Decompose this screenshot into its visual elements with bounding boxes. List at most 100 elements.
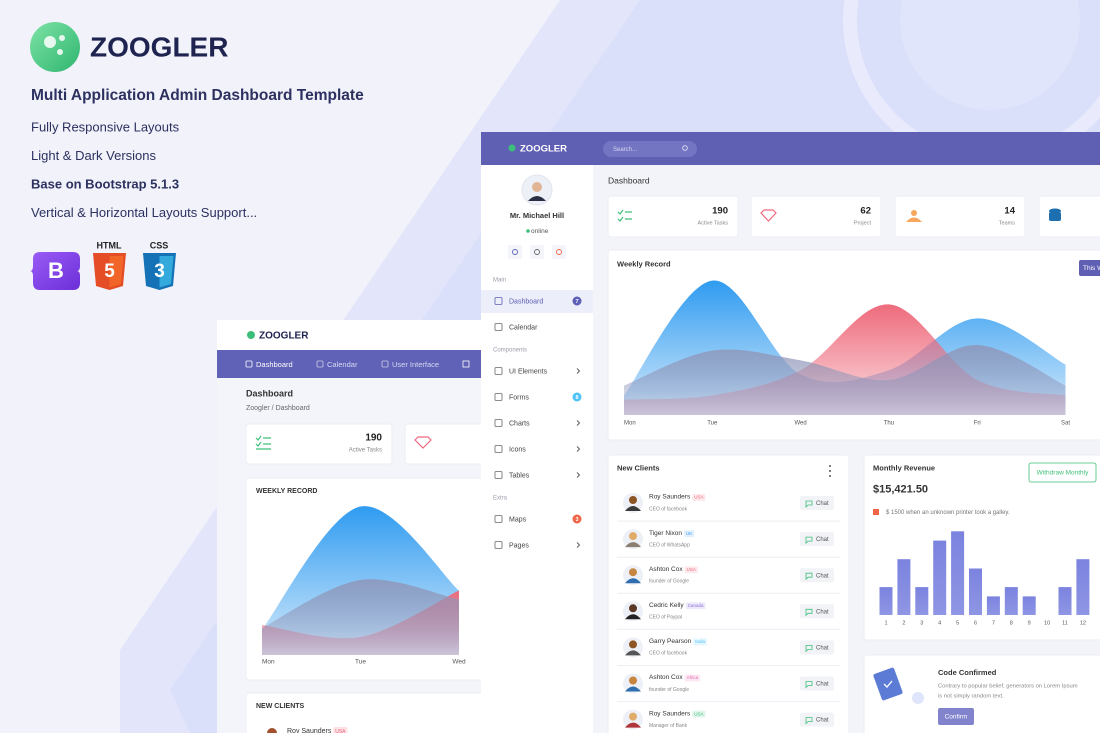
card [245, 692, 481, 733]
menu-item[interactable]: Maps [509, 516, 527, 523]
card [1038, 195, 1100, 238]
chevron [576, 542, 581, 548]
client-name: Ashton Cox [649, 566, 683, 573]
x-tick-label: Wed [794, 421, 806, 427]
icon-button[interactable] [530, 245, 544, 259]
dropdown-label[interactable]: This Week [1083, 265, 1100, 272]
nav-item[interactable]: Dashboard [256, 360, 293, 369]
card [404, 423, 481, 465]
badge [572, 514, 582, 524]
stat-icon [617, 209, 632, 222]
chat-button[interactable] [800, 676, 834, 691]
page-heading: Dashboard [246, 388, 293, 398]
icon [512, 249, 518, 255]
kebab-dot [829, 475, 831, 477]
menu-item[interactable]: Tables [509, 472, 530, 479]
x-tick-label: Mon [624, 421, 636, 427]
chat-button[interactable] [800, 496, 834, 510]
button[interactable] [938, 708, 974, 725]
avatar-body [625, 722, 641, 728]
button-label[interactable]: Confirm [945, 714, 968, 721]
button-label[interactable]: Withdraw Monthly [1037, 470, 1089, 477]
chat-icon [805, 681, 813, 689]
chat-label[interactable]: Chat [816, 573, 829, 579]
chat-button[interactable] [800, 640, 834, 655]
client-role: founder of Google [649, 579, 689, 585]
nav-icon [381, 360, 389, 368]
chevron [576, 420, 581, 426]
menu-item[interactable]: Calendar [509, 324, 538, 331]
icon-button[interactable] [508, 245, 522, 259]
area [624, 344, 1066, 415]
logo-dot [59, 35, 65, 41]
tag: USA [687, 567, 696, 572]
icon [534, 249, 540, 255]
topbar [481, 132, 1100, 165]
chat-label[interactable]: Chat [816, 609, 829, 615]
status-dot [526, 229, 530, 233]
outline-button[interactable] [1028, 462, 1097, 483]
chat-label[interactable]: Chat [816, 645, 829, 651]
promo: ZOOGLER Multi Application Admin Dashboard… [30, 22, 364, 290]
menu-icon [494, 515, 503, 523]
chat-button[interactable] [800, 568, 834, 583]
menu-item[interactable]: Dashboard [509, 298, 543, 305]
html-badge-half [109, 256, 124, 288]
nav-icon [245, 360, 253, 368]
chat-icon [805, 500, 813, 508]
stat-value: 62 [860, 206, 871, 217]
kebab-dot [829, 470, 831, 472]
avatar-body [625, 650, 641, 656]
search-box[interactable] [603, 141, 697, 157]
client-role: CEO of facebook [649, 506, 688, 512]
chat-label[interactable]: Chat [816, 501, 829, 507]
x-tick-label: Sat [1061, 421, 1070, 427]
chat-label[interactable]: Chat [816, 718, 829, 724]
active-item [481, 290, 593, 313]
nav-item[interactable]: Calendar [327, 360, 358, 369]
bar [915, 587, 929, 615]
illustration [873, 667, 903, 701]
stat-icon [906, 217, 922, 222]
bar [1004, 587, 1018, 615]
client-name: Garry Pearson [649, 638, 692, 645]
x-tick-label: 9 [1028, 620, 1031, 626]
menu-item[interactable]: Charts [509, 420, 530, 427]
client-role: CEO of facebook [649, 651, 688, 657]
avatar-face [629, 640, 637, 649]
menu-item[interactable]: Forms [509, 394, 529, 401]
menu-item[interactable]: UI Elements [509, 368, 548, 375]
menu-item[interactable]: Pages [509, 542, 529, 549]
chat-label[interactable]: Chat [816, 682, 829, 688]
nav-item[interactable]: User Interface [392, 360, 439, 369]
x-tick-label: Mon [262, 659, 275, 666]
x-tick-label: 11 [1062, 620, 1068, 626]
badge-glyph: B [48, 258, 64, 283]
page-heading: Dashboard [608, 175, 650, 185]
card-text: Contrary to popular belief, generators o… [938, 684, 1078, 690]
card-title: New Clients [617, 463, 660, 472]
x-tick-label: Tue [355, 659, 366, 666]
bar [879, 587, 893, 615]
tag-bg [692, 710, 706, 718]
icon-button[interactable] [552, 245, 566, 259]
dropdown[interactable] [1079, 260, 1100, 276]
avatar-body [625, 578, 641, 584]
search-placeholder: Search... [613, 147, 637, 153]
chat-button[interactable] [800, 604, 834, 619]
client-role: Manager of Bank [649, 723, 688, 729]
user-status: online [531, 228, 549, 235]
menu-icon [494, 445, 503, 453]
badge: 7 [575, 299, 578, 305]
chat-button[interactable] [800, 712, 834, 727]
menu-item[interactable]: Icons [509, 446, 526, 453]
tag [333, 727, 348, 733]
chat-button[interactable] [800, 532, 834, 547]
sidebar [481, 165, 593, 733]
card-title: WEEKLY RECORD [256, 488, 317, 495]
chat-label[interactable]: Chat [816, 537, 829, 543]
client-name: Ashton Cox [649, 674, 683, 681]
avatar-face [629, 568, 637, 577]
card-title: NEW CLIENTS [256, 703, 305, 710]
